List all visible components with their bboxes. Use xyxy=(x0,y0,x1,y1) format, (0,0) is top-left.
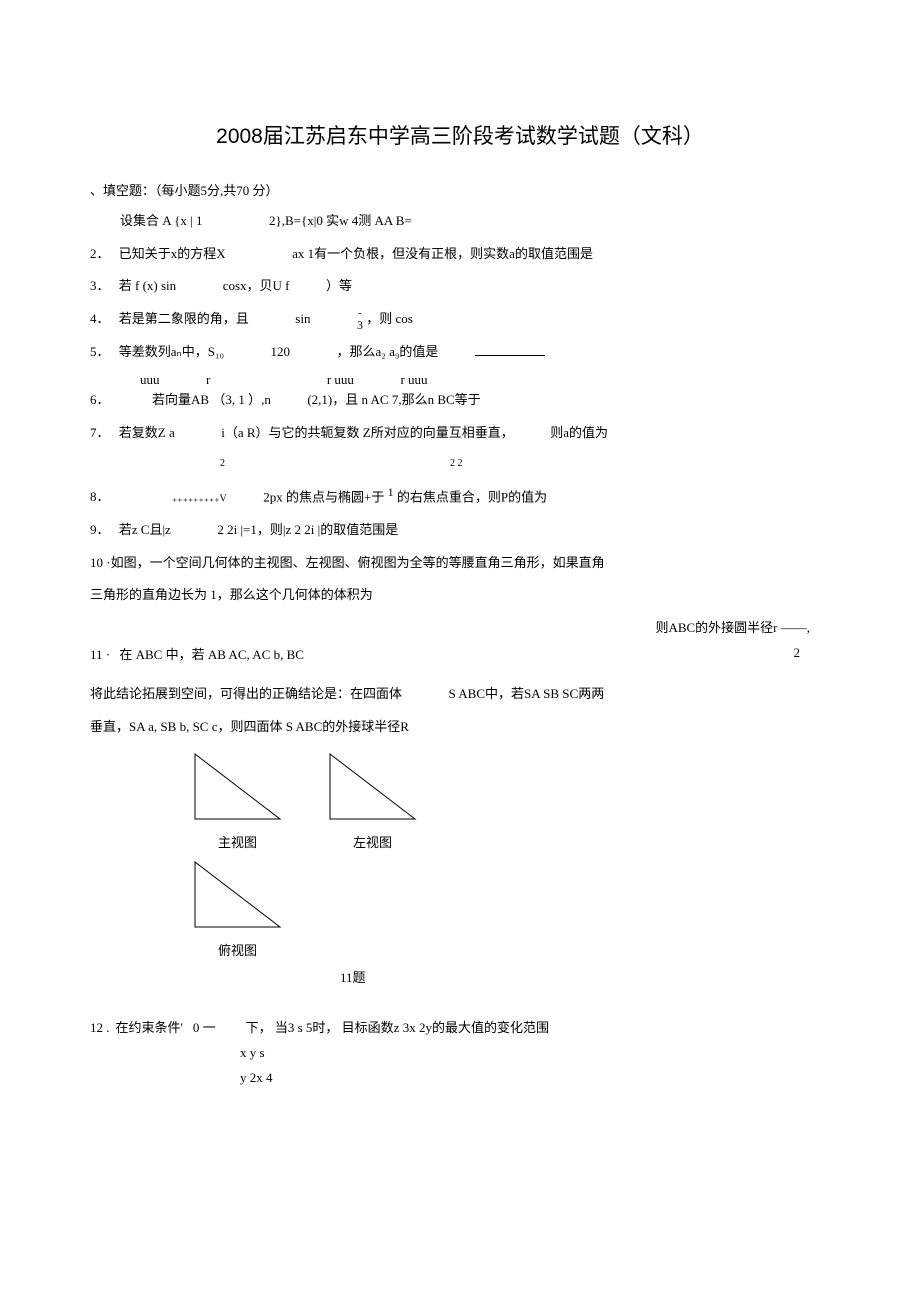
q11-text-a: 在 ABC 中，若 AB AC, AC b, BC xyxy=(119,647,304,662)
tri-left-view: 左视图 xyxy=(325,749,420,851)
question-11a: 11 · 在 ABC 中，若 AB AC, AC b, BC xyxy=(90,643,830,668)
q5-text-c: ，那么a₂ a₉的值是 xyxy=(337,344,439,359)
q7-text-b: i（a R）与它的共轭复数 Z所对应的向量互相垂直， xyxy=(221,425,514,440)
q9-text-a: 若z C且|z xyxy=(119,522,171,537)
uuu4: r uuu xyxy=(400,372,427,387)
q6-text-b: (2,1)，且 n AC 7,那么n BC等于 xyxy=(307,392,480,407)
question-12: 12 . 在约束条件' 0 一 下， 当3 s 5时， 目标函数z 3x 2y的… xyxy=(90,1016,830,1090)
q12-c2: y 2x 4 xyxy=(240,1066,830,1091)
q1-text-a: 设集合 A {x | 1 xyxy=(120,213,203,228)
question-9: 9． 若z C且|z 2 2i |=1，则|z 2 2i |的取值范围是 xyxy=(90,518,830,543)
question-3: 3． 若 f (x) sin cosx，贝U f ）等 xyxy=(90,274,830,299)
q7-sup-row: 2 2 2 xyxy=(90,454,830,473)
question-11b: 将此结论拓展到空间，可得出的正确结论是：在四面体 S ABC中，若SA SB S… xyxy=(90,682,830,707)
q5-text-a: 等差数列aₙ中，S₁₀ xyxy=(119,344,224,359)
q4-frac-denom: 3 xyxy=(357,319,363,331)
tri-main-view: 主视图 xyxy=(190,749,285,851)
q11-circ-text: 则ABC的外接圆半径r ——, xyxy=(655,620,810,635)
q7-text-c: 则a的值为 xyxy=(550,425,608,440)
q5-text-b: 120 xyxy=(271,344,291,359)
uuu1: uuu xyxy=(140,372,160,387)
exam-page: 2008届江苏启东中学高三阶段考试数学试题（文科） 、填空题：（每小题5分,共7… xyxy=(0,0,920,1158)
q8-text-c: 的焦点与椭圆+于 xyxy=(286,489,384,504)
question-8: 8． ₊₊₊₊₊₊₊₊₊V 2px 的焦点与椭圆+于 1 的右焦点重合，则P的值… xyxy=(90,481,830,510)
q8-num: 8． xyxy=(90,489,110,504)
question-6: 6． 若向量AB （3, 1 ）,n (2,1)，且 n AC 7,那么n BC… xyxy=(90,388,830,413)
q8-text-a: ₊₊₊₊₊₊₊₊₊V xyxy=(172,493,227,504)
q6-num: 6． xyxy=(90,392,110,407)
q8-text-b: 2px xyxy=(263,489,283,504)
uuu-row: uuu r r uuu r uuu xyxy=(90,372,830,388)
q3-text-c: ）等 xyxy=(326,278,352,293)
q5-num: 5． xyxy=(90,344,110,359)
question-11d: 垂直，SA a, SB b, SC c，则四面体 S ABC的外接球半径R xyxy=(90,715,830,740)
q4-frac: - 3 xyxy=(357,309,363,331)
question-7: 7． 若复数Z a i（a R）与它的共轭复数 Z所对应的向量互相垂直， 则a的… xyxy=(90,421,830,446)
uuu2: r xyxy=(206,372,210,387)
q11-text-b: 将此结论拓展到空间，可得出的正确结论是：在四面体 xyxy=(90,686,402,701)
question-10a: 10 ·如图，一个空间几何体的主视图、左视图、俯视图为全等的等腰直角三角形，如果… xyxy=(90,551,830,576)
question-1: 设集合 A {x | 1 2},B={x|0 实w 4测 AA B= xyxy=(90,209,830,234)
q7-sup2: 2 2 xyxy=(450,458,463,469)
q5-blank xyxy=(475,343,545,356)
q4-num: 4． xyxy=(90,311,110,326)
q7-sup1: 2 xyxy=(220,458,225,469)
section-header: 、填空题：（每小题5分,共70 分） xyxy=(90,180,830,199)
q2-num: 2． xyxy=(90,246,110,261)
triangle-icon xyxy=(190,749,285,824)
q9-num: 9． xyxy=(90,522,110,537)
tri-top-view: 俯视图 xyxy=(190,857,285,959)
triangle-icon xyxy=(190,857,285,932)
q12-constraints: 0 一 xyxy=(193,1018,216,1039)
question-4: 4． 若是第二象限的角，且 sin - 3 ，则 cos xyxy=(90,307,830,332)
triangle-icon xyxy=(325,749,420,824)
q12-text-a: 在约束条件' xyxy=(116,1016,183,1041)
q4-text-c: ，则 cos xyxy=(366,311,413,326)
q9-text-b: 2 2i |=1，则|z 2 2i |的取值范围是 xyxy=(217,522,398,537)
q7-text-a: 若复数Z a xyxy=(119,425,175,440)
q11-num: 11 · xyxy=(90,647,110,662)
q2-text-b: ax 1有一个负根，但没有正根，则实数a的取值范围是 xyxy=(292,246,593,261)
tri-row-1: 主视图 左视图 xyxy=(190,749,830,851)
q12-c0: 0 一 xyxy=(193,1018,216,1039)
question-10b: 三角形的直角边长为 1，那么这个几何体的体积为 xyxy=(90,583,830,608)
tri-row-2: 俯视图 xyxy=(190,857,830,959)
tri3-label: 俯视图 xyxy=(190,940,285,959)
q11-text-c: S ABC中，若SA SB SC两两 xyxy=(449,686,605,701)
q8-text-d: 1 xyxy=(388,485,394,499)
q4-text-b: sin xyxy=(295,311,310,326)
q12-num: 12 . xyxy=(90,1016,110,1041)
q1-text-b: 2},B={x|0 实w 4测 AA B= xyxy=(269,213,412,228)
q3-num: 3． xyxy=(90,278,110,293)
q2-text-a: 已知关于x的方程X xyxy=(119,246,226,261)
page-title: 2008届江苏启东中学高三阶段考试数学试题（文科） xyxy=(90,120,830,150)
question-5: 5． 等差数列aₙ中，S₁₀ 120 ，那么a₂ a₉的值是 xyxy=(90,340,830,365)
q7-num: 7． xyxy=(90,425,110,440)
q8-text-e: 的右焦点重合，则P的值为 xyxy=(397,489,547,504)
question-2: 2． 已知关于x的方程X ax 1有一个负根，但没有正根，则实数a的取值范围是 xyxy=(90,242,830,267)
tri-caption: 11题 xyxy=(340,967,830,986)
tri2-label: 左视图 xyxy=(325,832,420,851)
q4-text-a: 若是第二象限的角，且 xyxy=(119,311,249,326)
q12-text-b: 下， 当3 s 5时， 目标函数z 3x 2y的最大值的变化范围 xyxy=(246,1016,549,1041)
q3-text-b: cosx，贝U f xyxy=(223,278,290,293)
q12-c1: x y s xyxy=(240,1041,830,1066)
q3-text-a: 若 f (x) sin xyxy=(119,278,176,293)
uuu3: r uuu xyxy=(327,372,354,387)
diagrams-block: 主视图 左视图 俯视图 11题 xyxy=(190,749,830,986)
q6-text-a: 若向量AB （3, 1 ）,n xyxy=(152,392,271,407)
tri1-label: 主视图 xyxy=(190,832,285,851)
